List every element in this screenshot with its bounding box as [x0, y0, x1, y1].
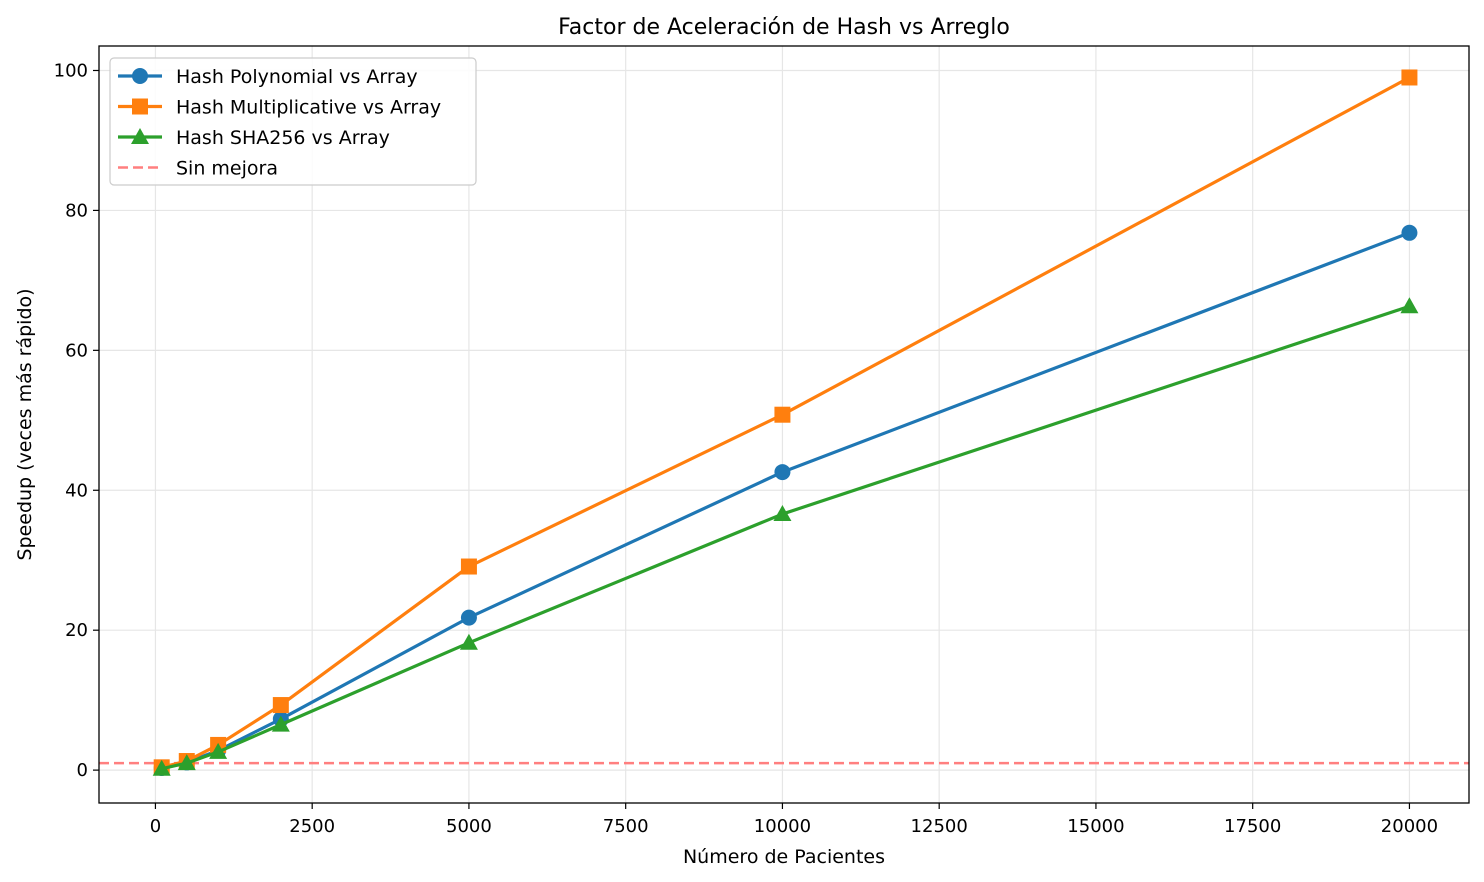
- x-tick-label: 10000: [754, 816, 811, 837]
- legend-item: Sin mejora: [118, 158, 278, 180]
- legend-marker: [132, 98, 148, 115]
- legend-label: Sin mejora: [176, 158, 278, 180]
- legend-item: Hash SHA256 vs Array: [118, 127, 390, 149]
- legend-marker: [131, 128, 149, 144]
- data-point: [459, 633, 478, 650]
- series-triangle: [152, 297, 1419, 776]
- data-point: [460, 609, 477, 626]
- y-tick-label: 40: [65, 480, 88, 501]
- data-point: [272, 697, 289, 714]
- y-tick-label: 20: [65, 620, 88, 641]
- data-point: [1400, 297, 1419, 314]
- legend-box: [109, 57, 477, 186]
- x-tick-label: 17500: [1224, 816, 1281, 837]
- legend-item: Hash Polynomial vs Array: [118, 66, 418, 88]
- x-tick-label: 7500: [603, 816, 649, 837]
- data-point: [774, 406, 791, 423]
- x-tick-label: 2500: [289, 816, 335, 837]
- plot-frame: [98, 45, 1470, 804]
- data-point: [1401, 69, 1418, 86]
- legend-item: Hash Multiplicative vs Array: [118, 97, 441, 119]
- legend: Hash Polynomial vs Array Hash Multiplicat…: [109, 57, 477, 186]
- data-point: [460, 558, 477, 575]
- y-axis-title: Speedup (veces más rápido): [14, 288, 36, 560]
- chart-title: Factor de Aceleración de Hash vs Arreglo: [558, 15, 1010, 40]
- data-point: [152, 759, 171, 776]
- data-point: [1401, 224, 1418, 241]
- legend-label: Hash SHA256 vs Array: [176, 127, 390, 149]
- x-tick-label: 12500: [911, 816, 968, 837]
- data-point: [774, 464, 791, 481]
- y-tick-label: 80: [65, 200, 88, 221]
- legend-label: Hash Multiplicative vs Array: [176, 97, 441, 119]
- y-tick-label: 100: [54, 60, 88, 81]
- series-line: [161, 304, 1410, 771]
- x-tick-label: 5000: [446, 816, 492, 837]
- grid: [99, 46, 1469, 803]
- series-circle: [153, 224, 1418, 777]
- ticks: 0 2500 5000 7500 10000 12500 15000 17500 20000 0 2…: [54, 60, 1438, 837]
- x-axis-title: Número de Pacientes: [683, 846, 885, 868]
- series-layer: [152, 69, 1419, 777]
- x-tick-label: 20000: [1381, 816, 1438, 837]
- series-line: [161, 231, 1411, 770]
- data-point: [773, 505, 792, 522]
- x-tick-label: 15000: [1067, 816, 1124, 837]
- data-point: [209, 742, 228, 759]
- y-tick-label: 0: [77, 760, 88, 781]
- legend-marker: [132, 68, 148, 84]
- x-tick-label: 0: [150, 816, 161, 837]
- data-point: [271, 715, 290, 732]
- data-point: [177, 754, 196, 771]
- legend-label: Hash Polynomial vs Array: [176, 66, 418, 88]
- y-tick-label: 60: [65, 340, 88, 361]
